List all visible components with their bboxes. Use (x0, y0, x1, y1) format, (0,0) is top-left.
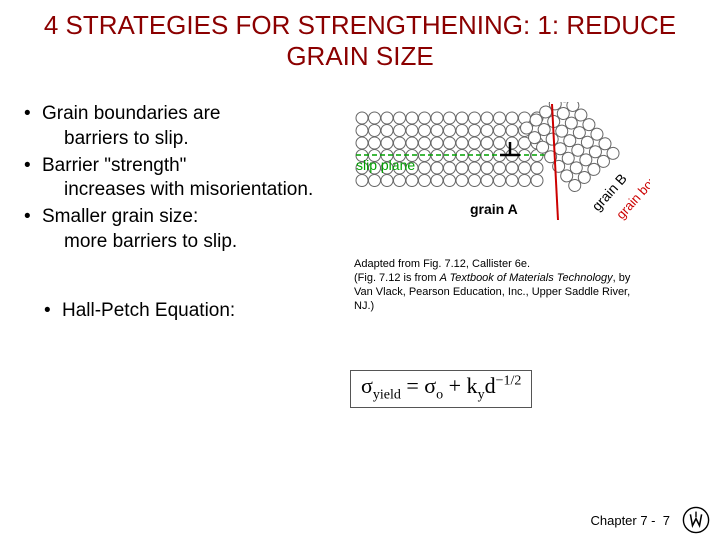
bullet-2: Barrier "strength" increases with misori… (20, 154, 330, 203)
eq-sigma0: σ (424, 373, 436, 398)
bullet-3: Smaller grain size: more barriers to sli… (20, 205, 330, 254)
eq-y: y (478, 387, 485, 402)
publisher-logo-icon (682, 506, 710, 534)
hall-petch-equation: σyield = σo + kyd−1/2 (350, 370, 532, 408)
eq-equals: = (401, 373, 424, 398)
eq-yield: yield (373, 387, 401, 402)
bullet-1-lead: Grain boundaries are (42, 103, 221, 124)
bullet-3-lead: Smaller grain size: (42, 206, 198, 227)
chapter-label: Chapter 7 - (590, 513, 655, 528)
caption-line1: Adapted from Fig. 7.12, Callister 6e. (354, 258, 530, 270)
content-area: Grain boundaries are barriers to slip. B… (0, 72, 720, 321)
figure-caption: Adapted from Fig. 7.12, Callister 6e. (F… (350, 258, 650, 313)
bullet-2-sub: increases with misorientation. (42, 178, 330, 203)
bullet-column: Grain boundaries are barriers to slip. B… (20, 102, 330, 321)
eq-sigma: σ (361, 373, 373, 398)
grain-diagram: slip planegrain Agrain Bgrain boundary (350, 102, 650, 252)
eq-plus: + k (443, 373, 477, 398)
bullet-1-sub: barriers to slip. (42, 127, 330, 152)
caption-line2b: A Textbook of Materials Technology (440, 272, 613, 284)
caption-line2a: (Fig. 7.12 is from (354, 272, 440, 284)
footer: Chapter 7 - 7 (590, 513, 670, 528)
svg-text:slip plane: slip plane (356, 157, 415, 173)
eq-exp: −1/2 (496, 374, 522, 389)
bullet-1: Grain boundaries are barriers to slip. (20, 102, 330, 151)
bullet-3-sub: more barriers to slip. (42, 230, 330, 255)
slide-title: 4 STRATEGIES FOR STRENGTHENING: 1: REDUC… (0, 0, 720, 72)
figure-column: slip planegrain Agrain Bgrain boundary A… (350, 102, 700, 321)
hall-petch-label: Hall-Petch Equation: (40, 300, 330, 322)
hall-petch-bullet: Hall-Petch Equation: (20, 300, 330, 322)
page-number: 7 (663, 513, 670, 528)
svg-text:grain A: grain A (470, 201, 518, 217)
bullet-2-lead: Barrier "strength" (42, 155, 186, 176)
eq-d: d (485, 373, 496, 398)
bullet-list: Grain boundaries are barriers to slip. B… (20, 102, 330, 254)
